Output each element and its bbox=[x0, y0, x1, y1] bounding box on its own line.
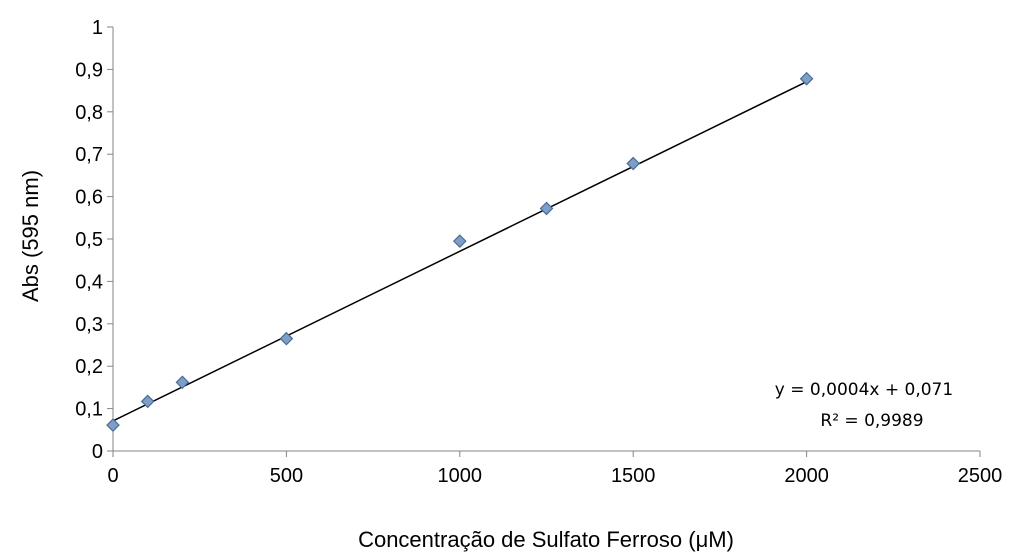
y-tick-label: 0,6 bbox=[75, 187, 103, 209]
y-tick-label: 0,7 bbox=[75, 144, 103, 166]
data-points bbox=[106, 71, 814, 432]
y-axis-title: Abs (595 nm) bbox=[18, 170, 43, 302]
data-point bbox=[175, 375, 190, 390]
axes bbox=[107, 26, 981, 457]
y-tick-label: 0,8 bbox=[75, 102, 103, 124]
trendline bbox=[112, 81, 807, 422]
y-tick-label: 0 bbox=[92, 441, 103, 463]
x-tick-label: 0 bbox=[107, 465, 118, 487]
x-tick-label: 2000 bbox=[784, 465, 829, 487]
x-tick-label: 1500 bbox=[611, 465, 656, 487]
tick-labels: 0 0,1 0,2 0,3 0,4 0,5 0,6 0,7 0,8 0,9 1 0 500 1000 150… bbox=[75, 17, 1002, 487]
x-tick-label: 1000 bbox=[438, 465, 483, 487]
data-point bbox=[106, 418, 120, 432]
x-axis-title: Concentração de Sulfato Ferroso (μM) bbox=[358, 527, 734, 552]
data-point bbox=[452, 234, 467, 248]
y-tick-label: 0,9 bbox=[75, 59, 103, 81]
data-point bbox=[539, 201, 554, 216]
data-point bbox=[140, 394, 155, 409]
x-tick-label: 500 bbox=[270, 465, 303, 487]
y-tick-label: 0,2 bbox=[75, 356, 103, 378]
y-tick-label: 0,5 bbox=[75, 229, 103, 251]
trendline-equation: y = 0,0004x + 0,071 bbox=[775, 380, 953, 400]
y-tick-label: 0,1 bbox=[75, 399, 103, 421]
data-point bbox=[626, 156, 641, 171]
data-point bbox=[279, 331, 294, 346]
data-point bbox=[799, 71, 814, 86]
trendline-r-squared: R² = 0,9989 bbox=[820, 411, 923, 431]
x-tick-label: 2500 bbox=[958, 465, 1003, 487]
y-tick-label: 1 bbox=[92, 17, 103, 39]
y-tick-label: 0,3 bbox=[75, 314, 103, 336]
y-tick-label: 0,4 bbox=[75, 271, 103, 293]
